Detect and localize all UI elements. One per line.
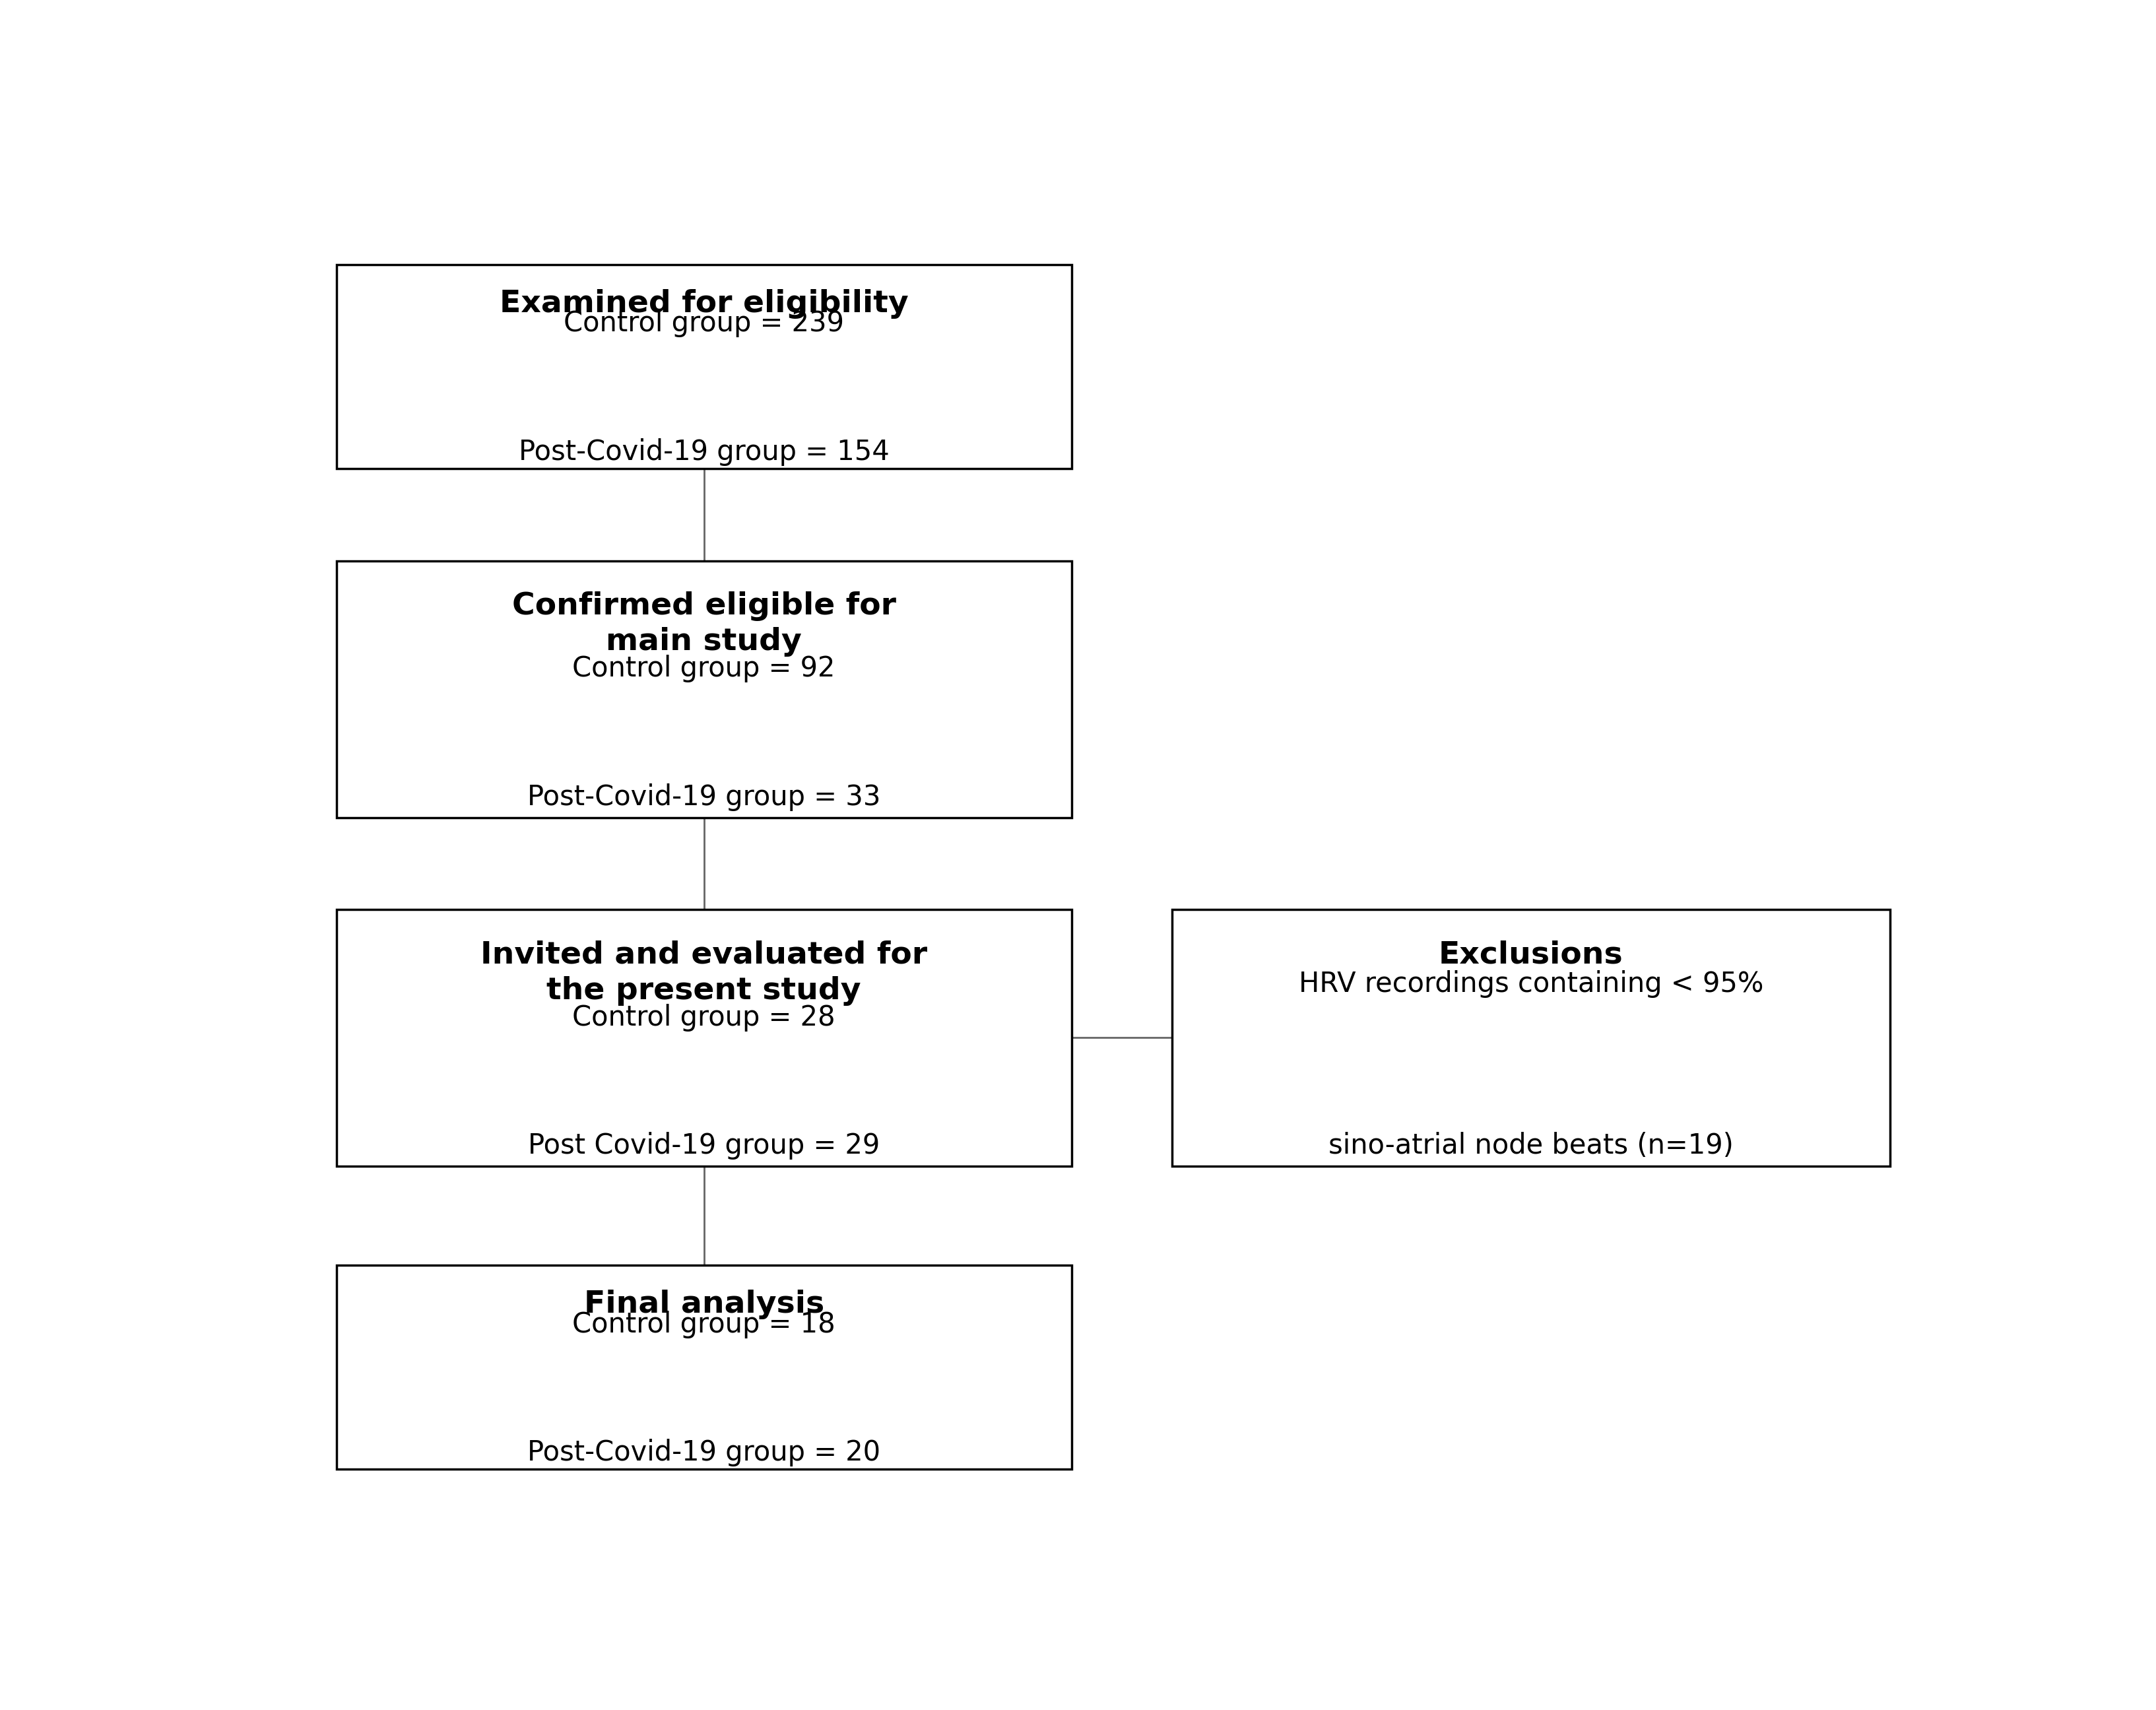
Text: Control group = 239: Control group = 239 <box>563 310 845 337</box>
Text: Post Covid-19 group = 29: Post Covid-19 group = 29 <box>528 1132 880 1159</box>
FancyBboxPatch shape <box>336 561 1072 817</box>
Text: Post-Covid-19 group = 154: Post-Covid-19 group = 154 <box>520 438 888 467</box>
Text: Control group = 28: Control group = 28 <box>571 1004 837 1031</box>
Text: Exclusions: Exclusions <box>1438 941 1623 970</box>
FancyBboxPatch shape <box>336 265 1072 469</box>
Text: Control group = 92: Control group = 92 <box>573 655 834 682</box>
Text: Confirmed eligible for
main study: Confirmed eligible for main study <box>511 592 897 657</box>
Text: HRV recordings containing < 95%: HRV recordings containing < 95% <box>1298 970 1764 999</box>
FancyBboxPatch shape <box>336 910 1072 1166</box>
Text: Invited and evaluated for
the present study: Invited and evaluated for the present st… <box>481 941 927 1005</box>
Text: sino-atrial node beats (n=19): sino-atrial node beats (n=19) <box>1328 1132 1733 1159</box>
FancyBboxPatch shape <box>336 1265 1072 1469</box>
Text: Post-Covid-19 group = 33: Post-Covid-19 group = 33 <box>528 783 880 811</box>
Text: Examined for eligibility: Examined for eligibility <box>500 289 908 318</box>
FancyBboxPatch shape <box>1173 910 1891 1166</box>
Text: Final analysis: Final analysis <box>584 1289 824 1320</box>
Text: Post-Covid-19 group = 20: Post-Covid-19 group = 20 <box>528 1440 880 1467</box>
Text: Control group = 18: Control group = 18 <box>571 1310 837 1339</box>
